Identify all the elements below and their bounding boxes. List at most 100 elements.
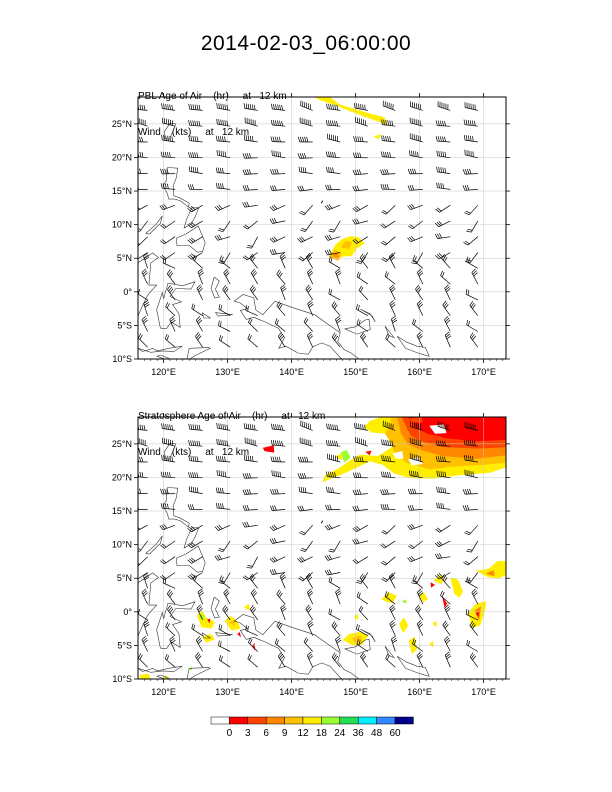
lat-tick-label: 5°S [117,640,132,650]
wind-barb [335,588,342,605]
wind-barb [277,652,286,668]
wind-barb [354,102,368,111]
wind-barb [187,236,203,244]
wind-barb [138,118,148,127]
wind-barb [389,620,396,636]
wind-barb [380,169,396,175]
wind-barb [188,440,203,447]
map-content-strat [138,417,506,679]
wind-barb [335,635,342,652]
wind-barb [162,577,176,589]
wind-barb [188,423,203,431]
lon-tick-label: 170°E [471,687,496,697]
wind-barb [328,576,341,589]
wind-barb [160,471,176,479]
wind-barb [352,218,368,225]
wind-barb [242,184,258,191]
colorbar-label: 48 [371,728,383,739]
wind-barb [381,524,396,535]
wind-barb [471,588,479,605]
colorbar-swatch [265,716,285,725]
wind-barb [218,640,231,652]
wind-barb [324,204,341,211]
wind-barb [216,118,231,127]
wind-barb [214,234,231,241]
wind-barb [352,185,368,192]
wind-barb [325,120,341,127]
wind-barb [138,185,148,190]
wind-barb [306,268,314,285]
wind-barb [138,424,148,431]
wind-barb [217,220,231,233]
wind-barb [326,166,341,174]
lon-tick-label: 120°E [151,687,176,697]
wind-barb [244,117,258,127]
wind-barb [360,652,369,668]
wind-barb [462,168,478,175]
wind-barb [297,136,313,143]
colorbar-label: 36 [352,728,364,739]
colorbar-label: 18 [315,728,327,739]
wind-barb [385,653,396,668]
wind-barb [441,254,451,269]
wind-barb [407,235,423,243]
wind-barb [270,136,286,143]
wind-barb [462,488,478,495]
lon-tick-label: 150°E [343,687,368,697]
wind-barb [143,252,150,269]
wind-barb [269,249,286,255]
lon-tick-label: 170°E [471,367,496,377]
wind-barb [464,204,479,216]
wind-barb [335,268,342,285]
coastline [360,309,376,323]
wind-barb [165,301,176,316]
wind-barb [416,331,424,348]
wind-barb [298,252,313,262]
lat-tick-label: 0° [123,287,132,297]
wind-barb [380,184,396,190]
wind-barb [355,116,368,127]
coastline [344,639,371,655]
wind-barb [216,102,231,111]
wind-barb [187,204,203,213]
wind-barb [215,182,231,190]
wind-barb [463,556,479,566]
wind-barb [471,268,479,285]
wind-barb [270,439,286,447]
wind-barb [269,236,286,243]
wind-barb [215,135,231,143]
wind-barb [188,166,203,174]
coastline [201,632,212,639]
wind-barb [300,420,313,431]
wind-barb [352,524,368,533]
wind-barb [441,574,451,589]
wind-barb [299,117,313,127]
wind-barb [138,572,148,580]
wind-barb [138,438,148,447]
wind-barb [165,621,176,636]
wind-barb [325,504,341,511]
wind-barb [270,488,286,495]
wind-barb [381,572,396,582]
wind-barb [276,589,286,605]
wind-barb [352,204,368,213]
wind-barb [250,268,259,285]
wind-barb [415,284,424,301]
wind-barb [141,268,148,285]
wind-barb [138,556,148,567]
age-of-air-region [365,450,372,456]
wind-barb [385,333,396,348]
wind-barb [331,301,341,316]
wind-barb [143,572,150,589]
wind-barb [242,489,258,495]
wind-barb [197,268,204,285]
colorbar-swatch [321,716,341,725]
age-of-air-region [228,619,236,626]
age-of-air-region [485,570,495,577]
wind-barb [138,540,148,552]
age-of-air-region [373,133,382,140]
wind-barb [247,333,258,348]
wind-barb [245,625,258,637]
age-of-air-region [334,453,343,460]
wind-barb [409,117,423,127]
